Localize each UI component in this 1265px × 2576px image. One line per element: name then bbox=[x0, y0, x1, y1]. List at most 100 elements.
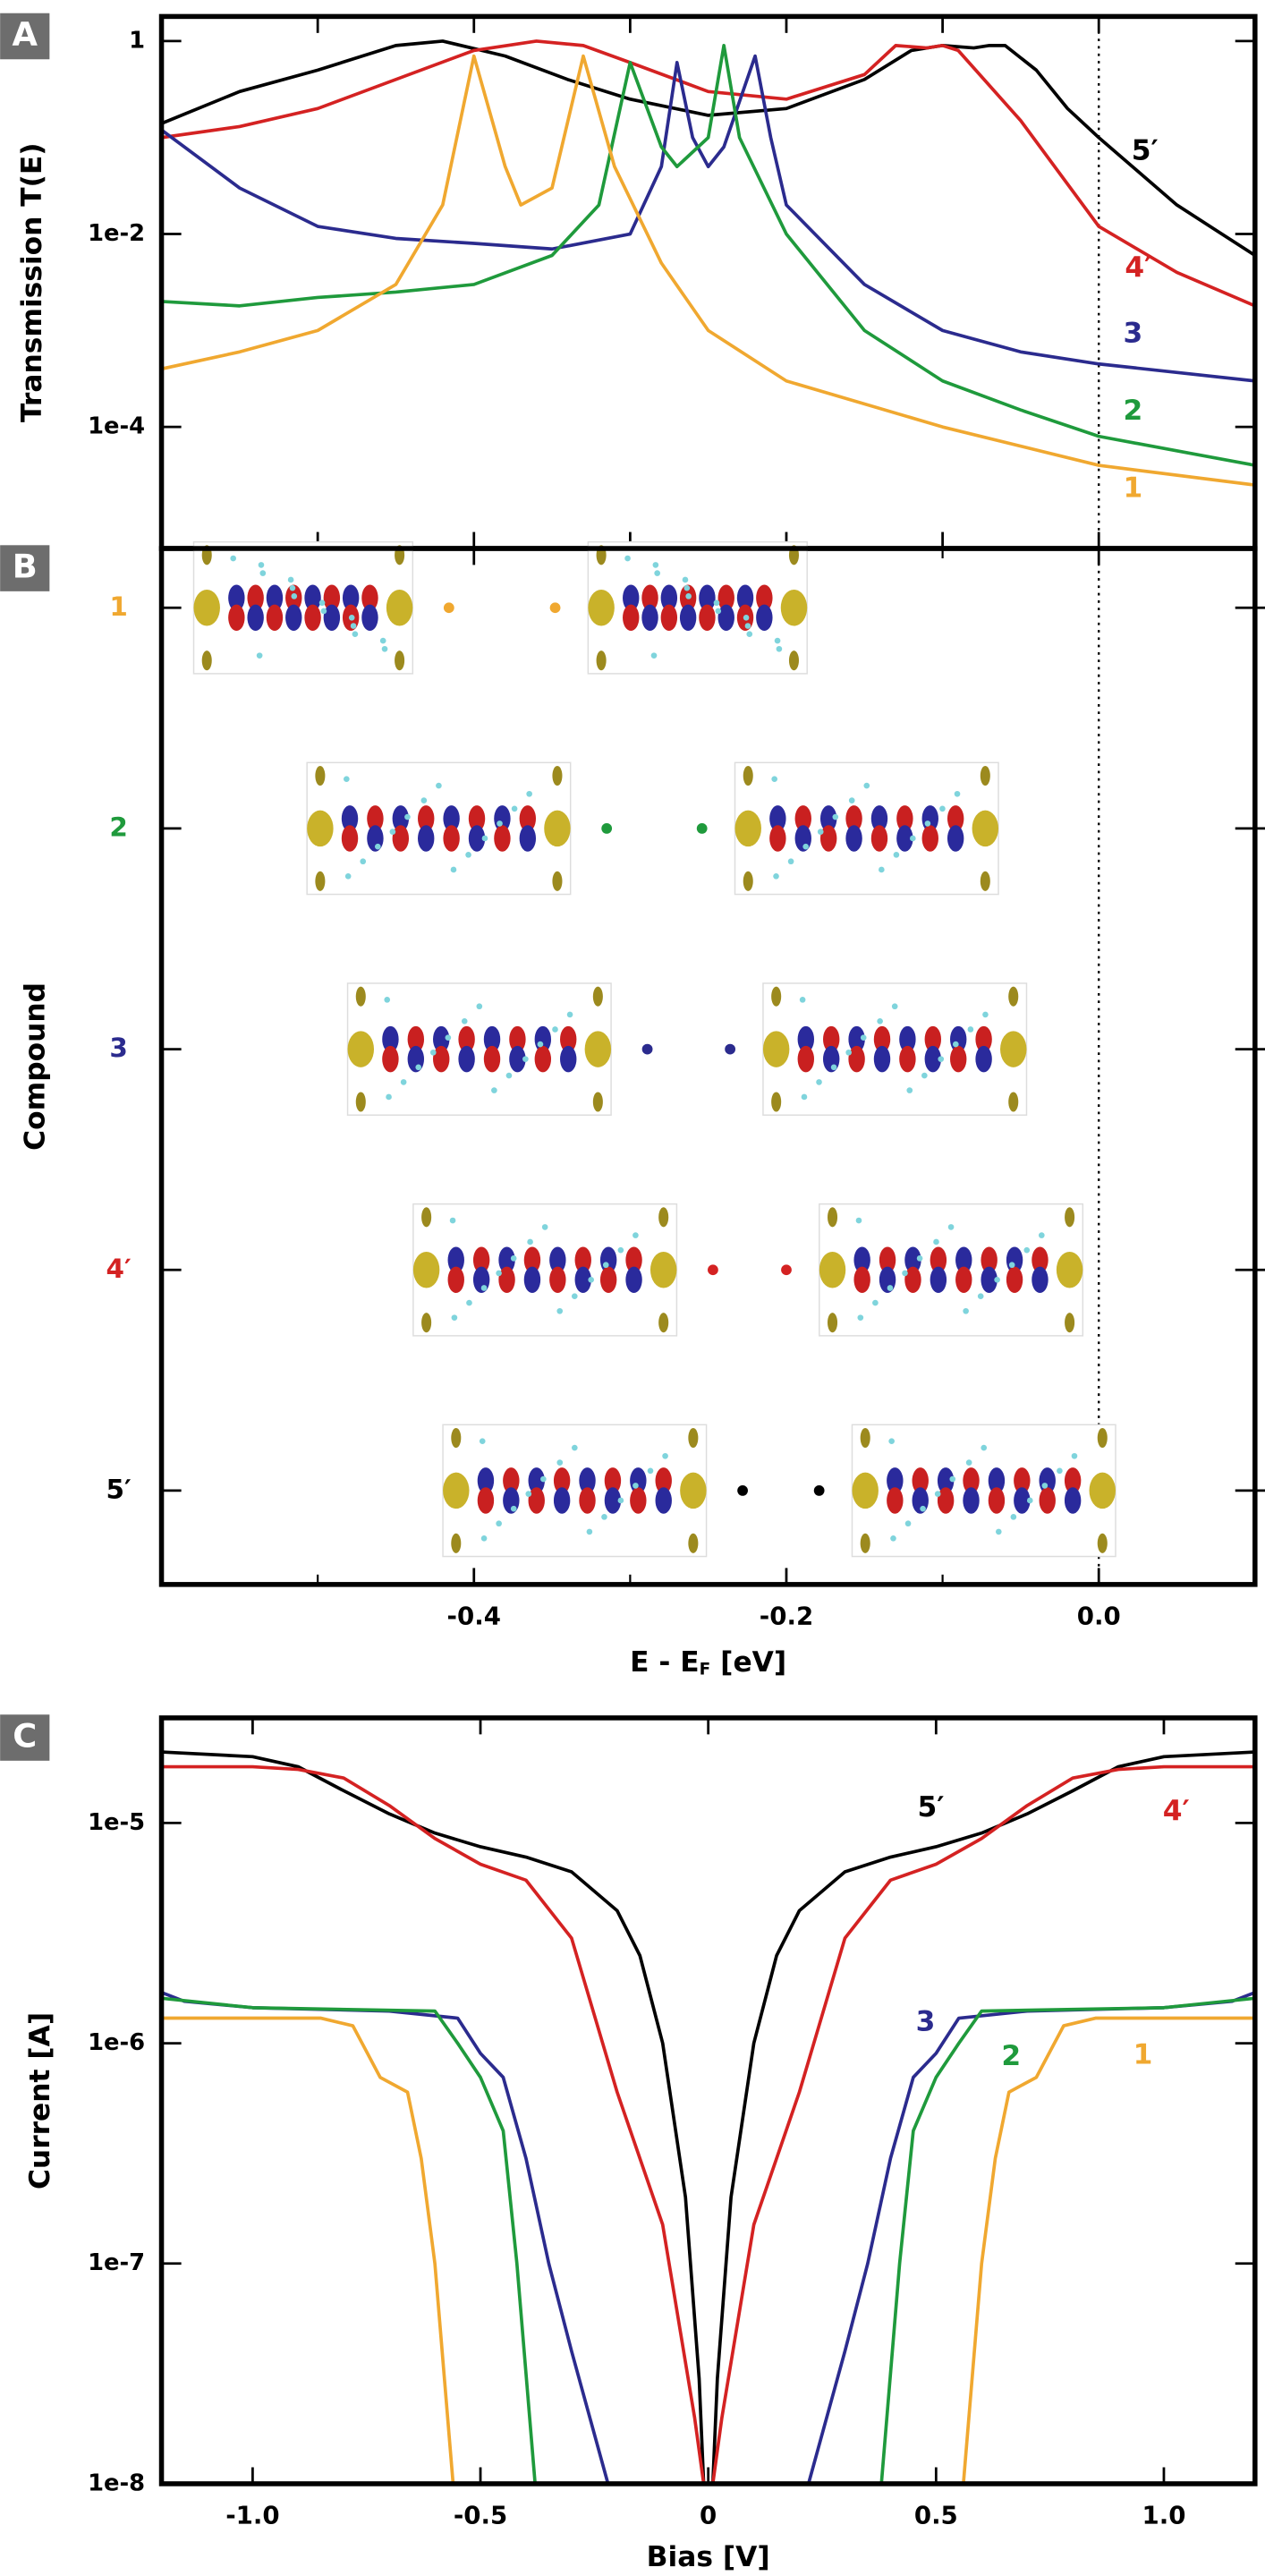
orbital-lobe bbox=[623, 584, 640, 611]
orbital-lobe bbox=[870, 825, 888, 852]
orbital-lobe bbox=[794, 805, 811, 832]
x-tick-label: -0.2 bbox=[760, 1602, 813, 1631]
orbital-lobe bbox=[887, 1487, 904, 1514]
y-tick-label: 2 bbox=[109, 812, 127, 842]
ligand-atom bbox=[400, 1079, 407, 1085]
orbital-lobe bbox=[930, 1246, 947, 1273]
orbital-lobe bbox=[323, 604, 341, 632]
orbital-lobe bbox=[660, 604, 678, 632]
orbital-lobe bbox=[1014, 1487, 1031, 1514]
orbital-lobe bbox=[879, 1246, 896, 1273]
ligand-atom bbox=[662, 1452, 668, 1459]
series-line bbox=[161, 39, 1255, 308]
ligand-atom bbox=[256, 652, 263, 659]
ligand-atom bbox=[572, 1444, 578, 1451]
orbital-lobe bbox=[679, 604, 697, 632]
ligand-atom bbox=[522, 1056, 529, 1062]
ligand-atom bbox=[654, 570, 660, 576]
ligand-atom bbox=[801, 1093, 808, 1101]
orbital-image bbox=[442, 1424, 708, 1558]
ligand-atom bbox=[1041, 1483, 1049, 1489]
gold-electrode bbox=[771, 1092, 782, 1112]
orbital-lobe bbox=[458, 1025, 475, 1053]
ligand-atom bbox=[924, 820, 931, 827]
ligand-atom bbox=[571, 1293, 578, 1300]
ligand-atom bbox=[556, 1307, 564, 1314]
orbital-lobe bbox=[1032, 1246, 1049, 1273]
orbital-lobe bbox=[574, 1266, 591, 1294]
orbital-lobe bbox=[498, 1246, 515, 1273]
orbital-image bbox=[851, 1424, 1116, 1558]
gold-electrode bbox=[980, 871, 990, 891]
ligand-atom bbox=[481, 835, 488, 842]
series-line bbox=[161, 2016, 1255, 2484]
orbital-lobe bbox=[519, 805, 537, 832]
ligand-atom bbox=[773, 872, 779, 880]
ligand-atom bbox=[480, 1535, 488, 1542]
ligand-atom bbox=[318, 599, 326, 607]
y-tick-label: 1e-4 bbox=[88, 413, 145, 440]
ligand-atom bbox=[476, 1003, 483, 1010]
ligand-atom bbox=[511, 805, 518, 812]
gold-electrode bbox=[193, 590, 220, 626]
panel-label-box bbox=[0, 13, 50, 60]
ligand-atom bbox=[860, 1034, 867, 1041]
ligand-atom bbox=[934, 1491, 941, 1497]
gold-electrode bbox=[421, 1313, 432, 1333]
ligand-atom bbox=[445, 1034, 452, 1041]
ligand-atom bbox=[877, 1017, 883, 1024]
orbital-lobe bbox=[247, 584, 264, 611]
orbital-lobe bbox=[625, 1246, 642, 1273]
orbital-lobe bbox=[342, 584, 360, 611]
ligand-atom bbox=[259, 570, 267, 576]
orbital-lobe bbox=[468, 805, 486, 832]
ligand-atom bbox=[632, 1232, 639, 1238]
orbital-lobe bbox=[975, 1045, 992, 1073]
ligand-atom bbox=[776, 645, 783, 652]
gold-electrode bbox=[315, 765, 326, 786]
plot-frame bbox=[158, 13, 1258, 551]
series-label: 3 bbox=[1124, 318, 1143, 350]
ligand-atom bbox=[479, 1438, 486, 1445]
orbital-lobe bbox=[458, 1045, 475, 1073]
ligand-atom bbox=[602, 1262, 609, 1269]
orbital-lobe bbox=[266, 584, 284, 611]
series-label: 4′ bbox=[1163, 1795, 1190, 1827]
panel-label-box bbox=[0, 545, 50, 591]
orbital-lobe bbox=[549, 1246, 566, 1273]
ligand-atom bbox=[556, 1459, 564, 1466]
ligand-atom bbox=[994, 1276, 1000, 1283]
ligand-atom bbox=[450, 866, 457, 873]
orbital-lobe bbox=[904, 1246, 921, 1273]
gold-electrode bbox=[658, 1207, 669, 1228]
ligand-atom bbox=[855, 1217, 862, 1224]
gold-electrode bbox=[592, 1092, 603, 1112]
orbital-lobe bbox=[443, 825, 460, 852]
series-line bbox=[161, 1750, 1255, 2484]
ligand-atom bbox=[967, 1026, 974, 1033]
ligand-atom bbox=[774, 637, 781, 644]
y-tick-label: 5′ bbox=[106, 1474, 132, 1504]
ligand-atom bbox=[624, 555, 631, 562]
ligand-atom bbox=[685, 593, 692, 599]
orbital-lobe bbox=[447, 1246, 464, 1273]
y-tick-label: 1e-7 bbox=[88, 2249, 145, 2276]
gold-electrode bbox=[201, 650, 212, 671]
ligand-atom bbox=[415, 1064, 422, 1071]
orbital-lobe bbox=[477, 1487, 495, 1514]
orbital-lobe bbox=[560, 1025, 577, 1053]
orbital-lobe bbox=[1064, 1467, 1082, 1494]
orbital-lobe bbox=[924, 1045, 942, 1073]
x-axis-label-part: [eV] bbox=[710, 1646, 786, 1679]
ligand-atom bbox=[802, 843, 809, 850]
series-line bbox=[161, 39, 1255, 258]
gold-electrode bbox=[412, 1252, 440, 1288]
x-tick-label: 0.0 bbox=[1077, 1602, 1121, 1631]
panel-label: C bbox=[13, 1717, 37, 1756]
orbital-lobe bbox=[1039, 1487, 1056, 1514]
ligand-atom bbox=[541, 1224, 548, 1230]
panel-label: B bbox=[13, 548, 38, 586]
ligand-atom bbox=[586, 1528, 593, 1535]
orbital-lobe bbox=[848, 1045, 865, 1073]
ligand-atom bbox=[289, 584, 296, 591]
